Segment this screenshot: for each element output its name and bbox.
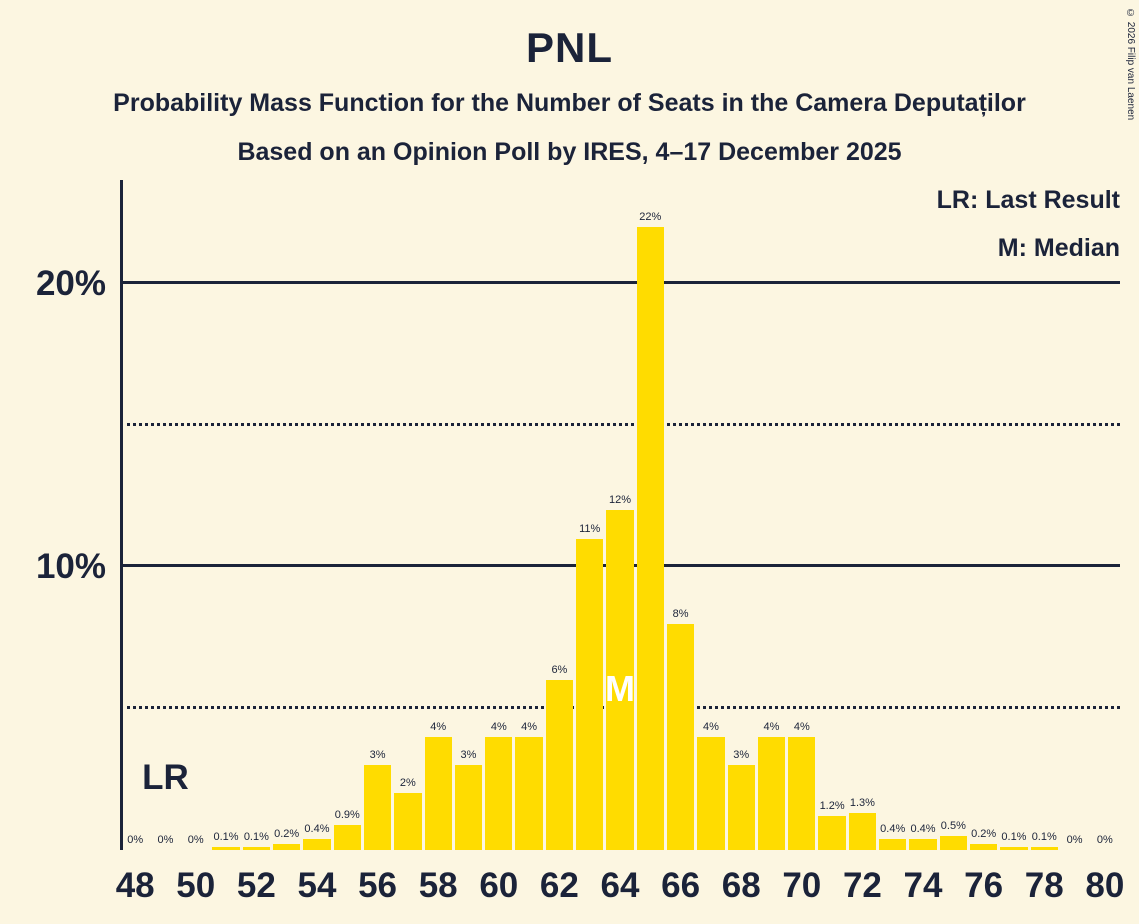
bar-value-label-58: 4%	[430, 721, 447, 733]
bar-value-label-76: 0.2%	[971, 828, 997, 840]
y-axis-line	[120, 180, 123, 850]
legend-last-result: LR: Last Result	[936, 186, 1120, 214]
bar-seat-64	[606, 510, 634, 850]
bar-seat-61	[515, 737, 543, 850]
chart-title: PNL	[526, 24, 613, 71]
bar-seat-72	[848, 813, 877, 850]
bar-value-label-71: 1.2%	[819, 800, 845, 812]
bar-seat-76	[969, 844, 998, 850]
bar-value-label-50: 0%	[187, 834, 204, 846]
x-tick-80: 80	[1085, 866, 1125, 905]
x-axis: 48 50 52 54 56 58 60 62 64 66 68 70 72 74 76 78 80	[116, 866, 1125, 918]
bar-value-label-52: 0.1%	[243, 831, 269, 843]
last-result-label: LR	[142, 758, 189, 797]
bar-seat-69	[757, 737, 786, 850]
bar-value-label-66: 8%	[672, 608, 689, 620]
bar-value-label-65: 22%	[639, 211, 662, 223]
bar-value-label-69: 4%	[763, 721, 780, 733]
chart-subtitle-method: Probability Mass Function for the Number…	[113, 89, 1026, 117]
x-tick-74: 74	[903, 866, 943, 905]
x-tick-62: 62	[539, 866, 579, 905]
x-tick-66: 66	[661, 866, 701, 905]
bar-seat-58	[424, 737, 452, 850]
bar-seat-75	[939, 836, 967, 850]
bar-value-label-63: 11%	[579, 523, 601, 535]
x-tick-48: 48	[115, 866, 155, 905]
bar-value-label-80: 0%	[1096, 834, 1113, 846]
bar-value-label-70: 4%	[793, 721, 810, 733]
y-tick-10: 10%	[35, 547, 106, 586]
bar-seat-71	[818, 816, 846, 850]
bar-seat-68	[727, 765, 755, 850]
x-tick-64: 64	[600, 866, 640, 905]
bar-seat-73	[879, 839, 907, 850]
y-axis: 10% 20%	[0, 180, 106, 850]
bar-seat-51	[212, 847, 240, 850]
bar-value-label-64: 12%	[608, 494, 632, 506]
bar-value-label-54: 0.4%	[304, 823, 330, 835]
bar-value-label-53: 0.2%	[274, 828, 300, 840]
x-tick-60: 60	[479, 866, 519, 905]
median-label: M	[605, 668, 635, 709]
x-tick-56: 56	[358, 866, 398, 905]
bar-seat-74	[909, 839, 937, 850]
legend-median: M: Median	[997, 234, 1120, 262]
bar-value-label-77: 0.1%	[1001, 831, 1027, 843]
bar-value-label-79: 0%	[1066, 834, 1083, 846]
copyright-notice: © 2026 Filip van Laenen	[1125, 8, 1136, 121]
bar-value-label-75: 0.5%	[940, 820, 966, 832]
bar-value-label-61: 4%	[521, 721, 538, 733]
y-tick-20: 20%	[35, 264, 106, 303]
bar-value-label-59: 3%	[460, 749, 477, 761]
bar-value-label-51: 0.1%	[213, 831, 239, 843]
gridline-dotted-15	[120, 422, 1120, 426]
bar-value-label-78: 0.1%	[1031, 831, 1057, 843]
x-tick-78: 78	[1024, 866, 1064, 905]
bar-value-label-72: 1.3%	[849, 797, 875, 809]
bar-seat-52	[242, 847, 270, 850]
x-tick-54: 54	[297, 866, 337, 905]
bar-seat-66	[666, 624, 695, 850]
bar-seat-78	[1030, 847, 1058, 850]
bar-value-label-49: 0%	[157, 834, 174, 846]
bar-value-label-68: 3%	[733, 749, 750, 761]
bar-seat-63	[576, 539, 604, 850]
plot-area: 0% 0% 0% 0.1% 0.1% 0.2% 0.4% 0.9% 3% 2% 4% 3% 4% 4% 6%…	[120, 180, 1120, 850]
x-tick-70: 70	[782, 866, 822, 905]
x-tick-52: 52	[236, 866, 276, 905]
bar-value-label-67: 4%	[702, 721, 719, 733]
x-tick-76: 76	[964, 866, 1004, 905]
bar-seat-59	[454, 765, 483, 850]
bar-value-label-48: 0%	[127, 834, 144, 846]
bar-value-label-56: 3%	[369, 749, 386, 761]
bar-value-label-74: 0.4%	[910, 823, 936, 835]
bar-value-label-55: 0.9%	[334, 809, 360, 821]
bar-value-label-73: 0.4%	[880, 823, 906, 835]
gridline-solid-20	[120, 281, 1120, 284]
bar-seat-77	[1000, 847, 1028, 850]
bar-seat-67	[697, 737, 725, 850]
bar-seat-65	[636, 227, 664, 850]
bar-seat-70	[788, 737, 816, 850]
bar-seat-53	[273, 844, 301, 850]
x-tick-68: 68	[721, 866, 761, 905]
bar-seat-60	[485, 737, 513, 850]
x-tick-58: 58	[418, 866, 458, 905]
x-tick-72: 72	[842, 866, 882, 905]
bar-seat-56	[363, 765, 392, 850]
bar-value-label-62: 6%	[551, 664, 568, 676]
bar-seat-57	[394, 793, 422, 850]
bar-seat-55	[333, 825, 361, 850]
bar-seat-54	[303, 839, 331, 850]
bar-value-label-57: 2%	[399, 777, 416, 789]
x-tick-50: 50	[176, 866, 216, 905]
chart-subtitle-source: Based on an Opinion Poll by IRES, 4–17 D…	[237, 138, 902, 166]
bar-value-label-60: 4%	[490, 721, 507, 733]
bar-seat-62	[545, 680, 574, 850]
